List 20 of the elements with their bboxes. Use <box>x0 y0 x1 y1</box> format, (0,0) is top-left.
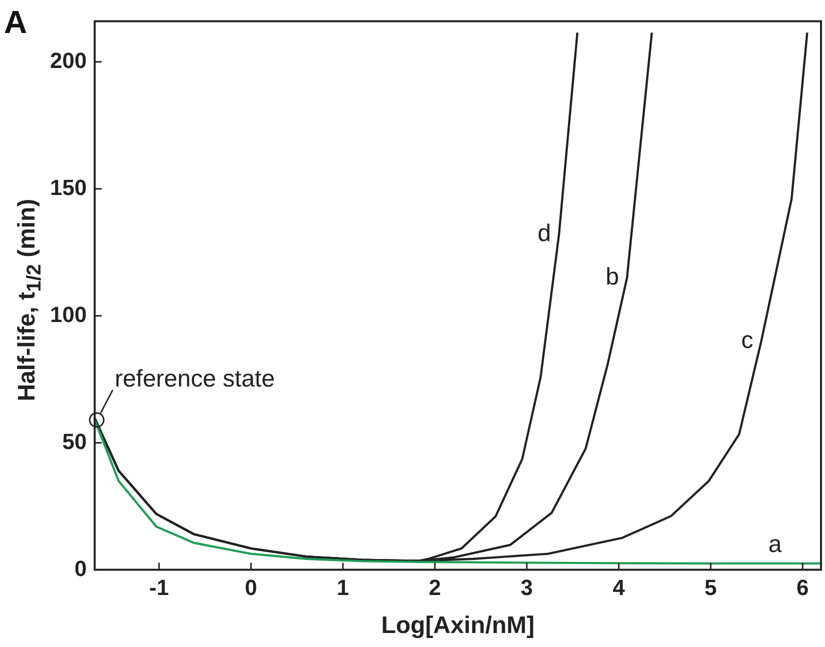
x-tick-label: -1 <box>149 575 169 600</box>
annotation: d <box>538 220 551 248</box>
annotation: b <box>606 263 620 290</box>
x-tick-label: 5 <box>704 575 717 600</box>
x-tick-label: 1 <box>336 575 350 600</box>
x-tick-label: 6 <box>796 575 809 600</box>
y-tick-label: 50 <box>62 428 87 454</box>
y-tick-label: 200 <box>50 48 87 73</box>
x-axis-title: Log[Axin/nM] <box>381 612 534 640</box>
x-tick-label: 3 <box>520 575 533 600</box>
annotation: reference state <box>114 366 275 393</box>
x-tick-label: 4 <box>612 575 626 600</box>
chart-title: A <box>4 4 28 41</box>
y-tick-label: 100 <box>50 302 87 327</box>
y-tick-label: 150 <box>50 174 87 200</box>
x-tick-label: 0 <box>244 575 258 600</box>
x-tick-label: 2 <box>428 575 441 600</box>
y-tick-label: 0 <box>74 556 87 581</box>
annotation: c <box>741 326 754 354</box>
annotation: a <box>768 531 782 558</box>
